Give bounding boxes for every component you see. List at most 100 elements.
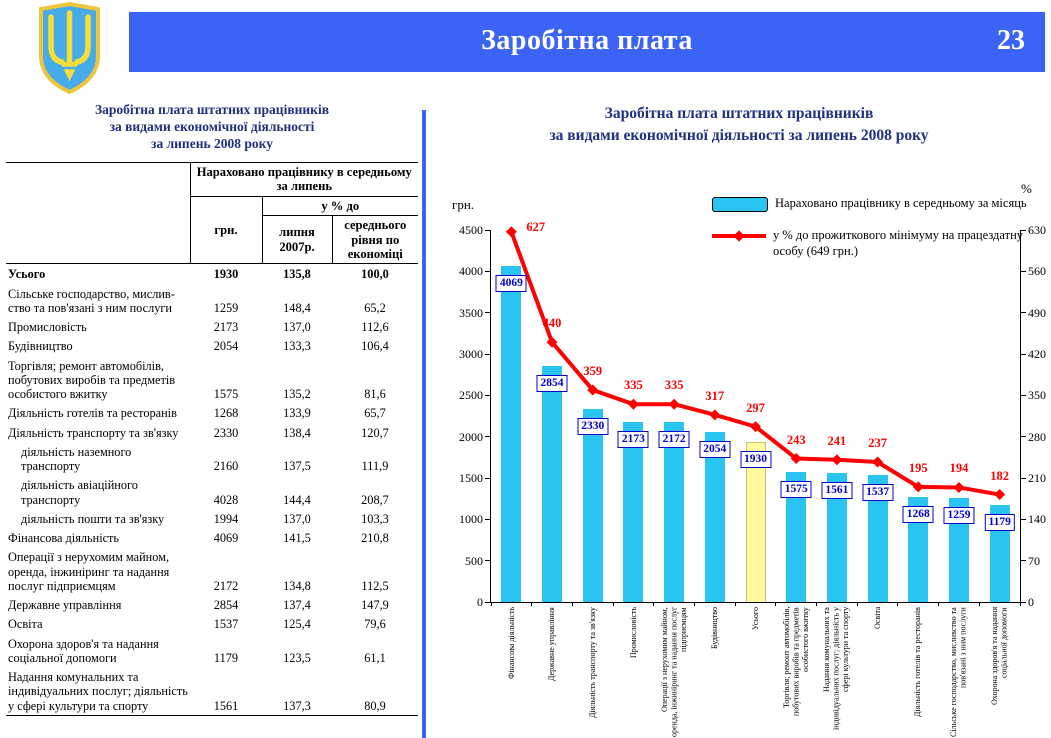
bar: [542, 366, 563, 602]
y-axis-tick-label-left: 500: [465, 553, 483, 568]
y-axis-tickmark-left: [485, 518, 490, 520]
x-axis-category-label: Торгівля; ремонт автомобілів, побутових …: [776, 607, 817, 738]
bar: [786, 471, 807, 602]
table-row: Охорона здоров'я та надання соціальної д…: [6, 634, 418, 668]
legend-line-label: у % до прожиткового мінімуму на працезда…: [773, 228, 1024, 258]
y-axis-tick-label-right: 210: [1028, 471, 1046, 485]
y-axis-tickmark-right: [1021, 477, 1026, 479]
x-axis-tickmark: [653, 602, 655, 606]
left-axis-unit-label: грн.: [452, 197, 475, 212]
y-axis-tickmark-right: [1021, 436, 1026, 438]
bar-value-label: 2330: [577, 418, 609, 436]
row-pct-avg: 120,7: [361, 425, 389, 440]
table-title-line1: Заробітна плата штатних працівників: [95, 102, 329, 117]
x-axis-category-label: Фінансова діяльність: [491, 607, 532, 738]
y-axis-tick-label-left: 2500: [459, 388, 483, 403]
row-activity-name: Будівництво: [8, 339, 73, 354]
y-axis-tick-label-right: 140: [1028, 512, 1046, 527]
row-grn: 4028: [213, 492, 239, 507]
legend-bar-label: Нараховано працівнику в середньому за мі…: [775, 196, 1027, 210]
line-value-label: 440: [542, 316, 562, 331]
line-point-marker: [709, 409, 721, 421]
row-pct-avg: 111,9: [361, 459, 389, 474]
table-row: Торгівля; ремонт автомобілів, побутових …: [6, 356, 418, 404]
line-value-label: 627: [526, 219, 546, 234]
bar: [745, 442, 766, 602]
x-axis-tickmark: [531, 602, 533, 606]
y-axis-tick-label-left: 1500: [459, 471, 483, 485]
x-axis-tickmark: [1019, 602, 1021, 606]
row-pct-avg: 210,8: [361, 531, 389, 546]
table-row: Надання комунальних та індивідуальних по…: [6, 667, 418, 715]
bar-value-label: 2173: [617, 431, 649, 449]
line-point-marker: [912, 481, 924, 493]
y-axis-tickmark-right: [1021, 229, 1026, 231]
row-pct-2007: 141,5: [283, 531, 311, 546]
bar: [867, 474, 888, 602]
page-title: Заробітна плата: [481, 25, 693, 56]
line-value-label: 317: [705, 388, 725, 403]
vertical-divider: [422, 110, 426, 738]
x-axis-tickmark: [775, 602, 777, 606]
row-grn: 1561: [213, 698, 239, 713]
row-pct-2007: 135,8: [283, 267, 311, 282]
header-bar: Заробітна плата 23: [129, 12, 1045, 72]
row-pct-avg: 65,2: [364, 300, 386, 315]
table-row: Сільське господарство, мислив-ство та по…: [6, 284, 418, 318]
bar-value-label: 1575: [780, 480, 812, 498]
row-pct-2007: 123,5: [283, 650, 311, 665]
x-axis-tickmark: [612, 602, 614, 606]
col-group-header: Нараховано працівнику в середньому за ли…: [189, 161, 418, 197]
x-axis-tickmark: [938, 602, 940, 606]
x-axis-category-label-text: Державне управління: [547, 607, 557, 681]
chart-title-line2: за видами економічної діяльності за липе…: [549, 126, 929, 144]
bar-value-label: 4069: [495, 274, 527, 292]
line-point-marker: [546, 336, 558, 348]
bar-value-label: 2854: [536, 375, 568, 393]
x-axis-category-label-text: Усього: [750, 607, 760, 630]
x-axis-tickmark: [978, 602, 980, 606]
table-title: Заробітна плата штатних працівників за в…: [6, 102, 418, 153]
line-point-marker: [994, 489, 1006, 501]
x-axis-category-label: Охорона здоров'я та надання соціальної д…: [979, 607, 1020, 738]
line-point-marker: [627, 398, 639, 410]
y-axis-tick-label-right: 350: [1028, 388, 1046, 403]
row-grn: 1930: [213, 267, 239, 282]
y-axis-tick-label-right: 420: [1028, 347, 1046, 361]
legend-entry-line: у % до прожиткового мінімуму на працезда…: [712, 228, 1027, 259]
x-axis-category-label-text: Діяльність готелів та ресторанів: [913, 607, 923, 717]
x-axis-tickmark: [490, 602, 492, 606]
x-axis-category-label-text: Торгівля; ремонт автомобілів, побутових …: [781, 607, 810, 716]
row-grn: 4069: [213, 531, 239, 546]
row-activity-name: Усього: [8, 267, 46, 282]
row-activity-name: Промисловість: [8, 320, 87, 335]
row-pct-avg: 147,9: [361, 598, 389, 613]
row-pct-2007: 125,4: [283, 617, 311, 632]
row-pct-avg: 81,6: [364, 387, 386, 402]
col-header-pct-2007: липня 2007р.: [261, 215, 332, 265]
line-point-marker: [587, 384, 599, 396]
y-axis-tick-label-right: 630: [1028, 223, 1046, 237]
row-grn: 1179: [213, 650, 239, 665]
bar: [704, 432, 725, 602]
y-axis-tickmark-right: [1021, 270, 1026, 272]
row-pct-avg: 100,0: [361, 267, 389, 282]
table-row: Державне управління 2854 137,4 147,9: [6, 595, 418, 614]
x-axis-category-label-text: Будівництво: [710, 607, 719, 650]
ukraine-coat-of-arms-icon: [39, 2, 100, 95]
table-corner-cell: [6, 161, 190, 265]
y-axis-tick-label-right: 560: [1028, 264, 1046, 279]
row-activity-name: діяльність наземного транспорту: [21, 444, 132, 474]
row-activity-name: Надання комунальних та індивідуальних по…: [8, 670, 188, 713]
bar: [908, 497, 929, 602]
line-value-label: 194: [949, 461, 969, 476]
row-pct-avg: 106,4: [361, 339, 389, 354]
row-pct-2007: 137,3: [283, 698, 311, 713]
y-axis-tickmark-left: [485, 601, 490, 603]
y-axis-tick-label-left: 1000: [459, 512, 483, 527]
y-axis-tick-label-right: 280: [1028, 429, 1046, 444]
row-pct-avg: 80,9: [364, 698, 386, 713]
row-activity-name: діяльність пошти та зв'язку: [21, 511, 165, 526]
y-axis-tickmark-left: [485, 560, 490, 562]
